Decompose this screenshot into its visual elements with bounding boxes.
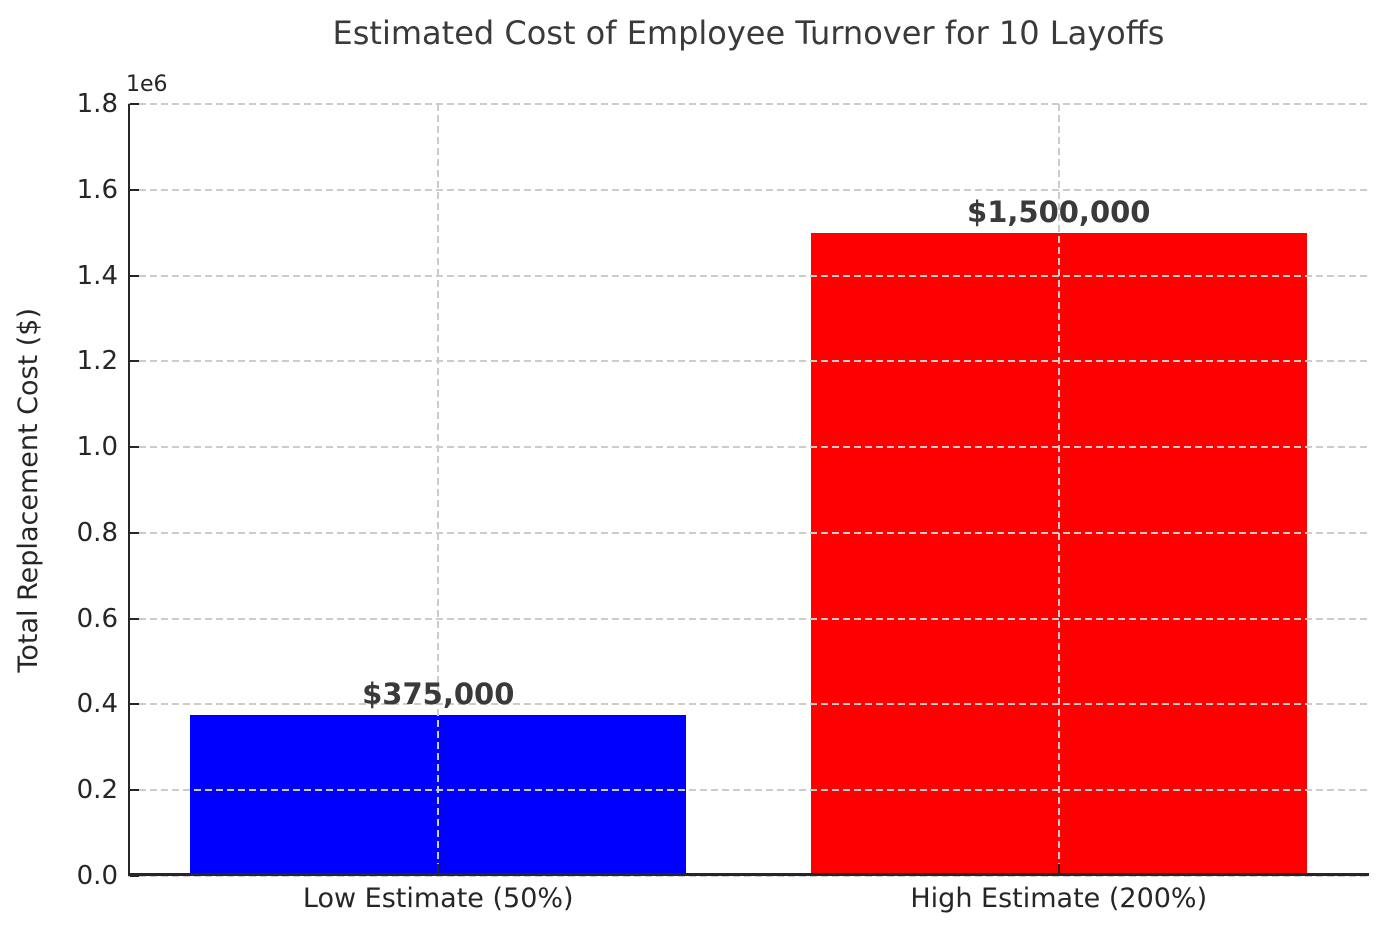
- y-tick-mark: [130, 360, 139, 363]
- y-axis-spine: [128, 104, 130, 876]
- y-axis-offset-label: 1e6: [126, 72, 168, 97]
- y-gridline: [128, 703, 1369, 706]
- chart-title: Estimated Cost of Employee Turnover for …: [332, 14, 1165, 52]
- y-tick-mark: [130, 446, 139, 449]
- y-gridline: [128, 188, 1369, 191]
- y-tick-label: 1.0: [76, 432, 118, 463]
- y-tick-label: 0.4: [76, 689, 118, 720]
- y-tick-label: 0.0: [76, 861, 118, 891]
- y-tick-label: 1.4: [76, 260, 118, 291]
- y-tick-mark: [130, 617, 139, 620]
- bar-value-label: $1,500,000: [967, 194, 1151, 229]
- y-tick-label: 0.2: [76, 775, 118, 806]
- x-gridline: [437, 104, 440, 876]
- bar-value-label: $375,000: [362, 677, 515, 712]
- y-tick-mark: [130, 703, 139, 706]
- y-tick-mark: [130, 103, 139, 105]
- y-gridline: [128, 789, 1369, 792]
- x-tick-label: Low Estimate (50%): [302, 883, 574, 914]
- x-gridline: [1057, 104, 1060, 876]
- y-tick-label: 1.2: [76, 346, 118, 377]
- y-tick-label: 1.8: [76, 89, 118, 119]
- y-gridline: [128, 875, 1369, 877]
- y-tick-label: 0.6: [76, 603, 118, 634]
- y-gridline: [128, 617, 1369, 620]
- x-tick-label: High Estimate (200%): [910, 883, 1208, 914]
- x-tick-mark: [437, 864, 440, 873]
- y-tick-label: 0.8: [76, 517, 118, 548]
- y-axis-label-container: Total Replacement Cost ($): [4, 104, 52, 876]
- y-axis-label: Total Replacement Cost ($): [12, 307, 44, 673]
- y-tick-mark: [130, 531, 139, 534]
- y-tick-label: 1.6: [76, 174, 118, 205]
- x-axis-spine: [128, 873, 1369, 876]
- y-gridline: [128, 531, 1369, 534]
- y-tick-mark: [130, 789, 139, 792]
- plot-area: [128, 103, 1369, 877]
- x-tick-mark: [1057, 864, 1060, 873]
- y-gridline: [128, 274, 1369, 277]
- y-tick-mark: [130, 875, 139, 877]
- y-tick-mark: [130, 188, 139, 191]
- y-gridline: [128, 360, 1369, 363]
- y-tick-mark: [130, 274, 139, 277]
- y-gridline: [128, 103, 1369, 105]
- y-gridline: [128, 446, 1369, 449]
